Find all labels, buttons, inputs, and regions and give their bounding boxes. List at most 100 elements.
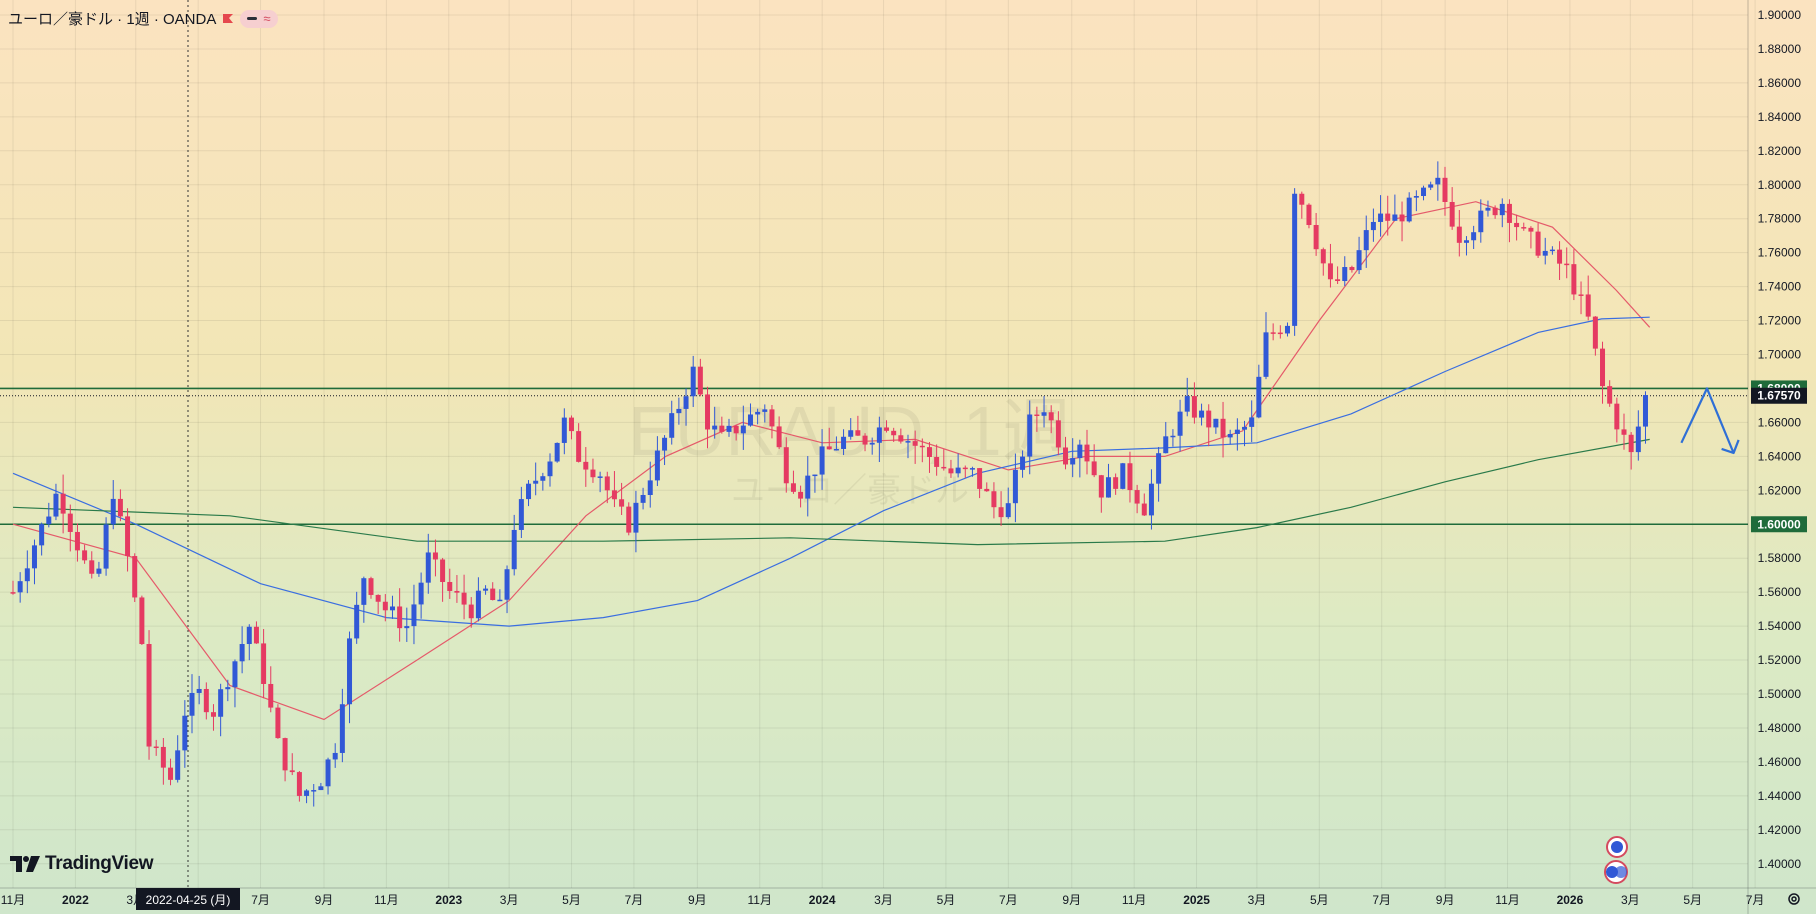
candle-body bbox=[268, 683, 274, 708]
y-tick-label: 1.78000 bbox=[1758, 212, 1802, 226]
candle-body bbox=[733, 425, 739, 434]
candle-body bbox=[876, 427, 882, 443]
candle-body bbox=[511, 529, 517, 570]
candle-body bbox=[1435, 177, 1441, 185]
candle-body bbox=[17, 581, 23, 593]
candle-body bbox=[253, 626, 259, 644]
tradingview-logo-text: TradingView bbox=[45, 853, 154, 874]
candle-body bbox=[1585, 294, 1591, 317]
candle-body bbox=[669, 413, 675, 438]
candle-body bbox=[490, 588, 496, 601]
candle-body bbox=[926, 447, 932, 457]
candle-body bbox=[375, 594, 381, 602]
symbol-watermark: EURAUD, 1週 ユーロ／豪ドル bbox=[628, 392, 1071, 510]
candle-body bbox=[60, 493, 66, 514]
candle-body bbox=[1571, 264, 1577, 295]
y-tick-label: 1.62000 bbox=[1758, 483, 1802, 497]
candle-body bbox=[225, 687, 231, 690]
candle-body bbox=[1449, 201, 1455, 227]
symbol-header[interactable]: ユーロ／豪ドル · 1週 · OANDA ≈ bbox=[8, 8, 278, 29]
y-tick-label: 1.42000 bbox=[1758, 823, 1802, 837]
y-tick-label: 1.90000 bbox=[1758, 8, 1802, 22]
candle-body bbox=[848, 430, 854, 437]
indicator-icons[interactable] bbox=[1604, 836, 1628, 884]
y-tick-label: 1.50000 bbox=[1758, 687, 1802, 701]
candle-body bbox=[354, 604, 360, 639]
candle-body bbox=[547, 461, 553, 477]
candle-body bbox=[31, 545, 37, 569]
x-tick-label: 7月 bbox=[625, 893, 644, 907]
candle-body bbox=[1385, 213, 1391, 221]
candle-body bbox=[497, 599, 503, 602]
candlesticks[interactable] bbox=[10, 161, 1648, 807]
candle-body bbox=[955, 467, 961, 474]
y-tick-label: 1.66000 bbox=[1758, 415, 1802, 429]
x-tick-label: 5月 bbox=[937, 893, 956, 907]
candle-body bbox=[1607, 386, 1613, 404]
candle-body bbox=[1600, 348, 1606, 387]
candle-body bbox=[1098, 475, 1104, 498]
candle-body bbox=[869, 442, 875, 445]
settings-gear-icon[interactable] bbox=[1786, 891, 1802, 907]
candle-body bbox=[1270, 332, 1276, 334]
x-tick-label: 2025 bbox=[1183, 893, 1210, 907]
x-tick-label: 7月 bbox=[1746, 893, 1765, 907]
x-tick-label: 7月 bbox=[251, 893, 270, 907]
candle-body bbox=[24, 568, 30, 582]
candle-body bbox=[1249, 417, 1255, 427]
y-tick-label: 1.40000 bbox=[1758, 857, 1802, 871]
time-axis[interactable]: 11月 2022 3月 5月 7月 9月 11月 2023 3月 5月 7月 9月 11月 2024 3月 5… bbox=[0, 887, 1816, 907]
projection-arrow[interactable] bbox=[1680, 387, 1740, 455]
candle-body bbox=[697, 366, 703, 395]
candle-body bbox=[1428, 184, 1434, 188]
candle-body bbox=[1141, 503, 1147, 516]
candle-body bbox=[447, 581, 453, 591]
indicator-status-pill[interactable]: ≈ bbox=[240, 9, 278, 28]
projection-arrowhead bbox=[1721, 439, 1740, 455]
candle-body bbox=[96, 568, 102, 574]
candle-body bbox=[611, 490, 617, 500]
candle-body bbox=[146, 644, 152, 747]
candle-body bbox=[640, 494, 646, 503]
candle-body bbox=[647, 480, 653, 495]
candle-body bbox=[1356, 250, 1362, 271]
candle-body bbox=[1213, 418, 1219, 428]
x-tick-label: 2024 bbox=[809, 893, 836, 907]
y-tick-label: 1.58000 bbox=[1758, 551, 1802, 565]
y-tick-label: 1.46000 bbox=[1758, 755, 1802, 769]
candle-body bbox=[1027, 414, 1033, 457]
x-tick-label: 9月 bbox=[1062, 893, 1081, 907]
y-tick-label: 1.80000 bbox=[1758, 178, 1802, 192]
symbol-title[interactable]: ユーロ／豪ドル · 1週 · OANDA bbox=[8, 11, 217, 28]
candle-body bbox=[719, 425, 725, 432]
candle-body bbox=[475, 590, 481, 619]
x-tick-label: 2026 bbox=[1557, 893, 1584, 907]
x-tick-label: 3月 bbox=[500, 893, 519, 907]
candle-body bbox=[790, 483, 796, 492]
candle-body bbox=[1277, 332, 1283, 335]
candle-body bbox=[1535, 231, 1541, 256]
candle-body bbox=[1120, 463, 1126, 489]
tradingview-logo[interactable]: TradingView bbox=[10, 853, 154, 875]
candle-body bbox=[576, 431, 582, 462]
candle-body bbox=[1392, 214, 1398, 221]
candle-body bbox=[540, 476, 546, 481]
candle-body bbox=[1306, 204, 1312, 226]
candle-body bbox=[969, 468, 975, 470]
candle-body bbox=[619, 499, 625, 507]
candle-body bbox=[1549, 249, 1555, 252]
candle-body bbox=[1206, 410, 1212, 428]
x-tick-label: 7月 bbox=[1372, 893, 1391, 907]
candle-body bbox=[210, 712, 216, 717]
candle-body bbox=[1370, 221, 1376, 231]
candle-body bbox=[139, 597, 145, 645]
candle-body bbox=[339, 704, 345, 753]
candle-body bbox=[626, 506, 632, 533]
candle-body bbox=[1184, 396, 1190, 412]
flag-icon[interactable] bbox=[222, 13, 234, 25]
candle-body bbox=[1471, 232, 1477, 241]
candle-body bbox=[776, 426, 782, 448]
candle-body bbox=[1292, 193, 1298, 326]
price-axis[interactable]: 1.90000 1.88000 1.86000 1.84000 1.82000 1.800… bbox=[1747, 0, 1802, 914]
